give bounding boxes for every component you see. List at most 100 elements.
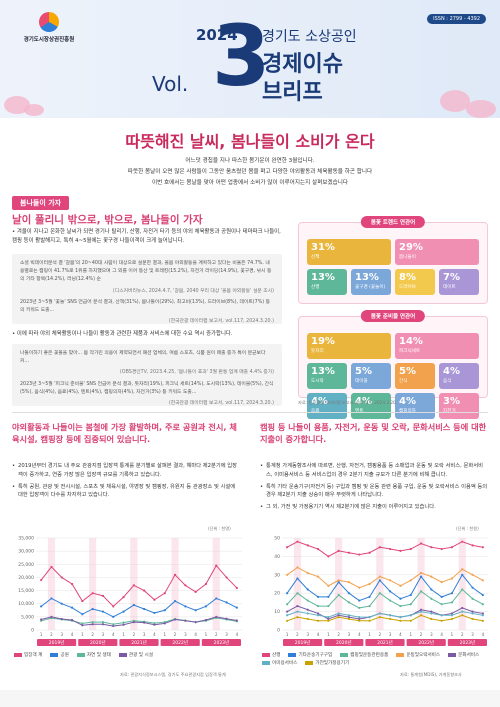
data-point [378,546,381,549]
data-point [450,617,454,621]
legend-swatch [288,652,297,657]
data-point [286,610,289,613]
data-point [430,546,433,549]
series-line [286,573,484,602]
year-label: 2019년 [49,639,65,646]
keyword-tile: 4%텐트 [351,393,391,419]
legend-item: 공원 [50,652,69,658]
visitors-chart: 0 5,000 10,000 15,000 20,000 25,000 30,000 35,0… [18,536,242,646]
data-point [132,621,135,624]
legend-item: 문화서비스 [448,652,479,658]
data-point [173,599,177,603]
data-point [204,618,208,622]
data-point [430,612,433,615]
data-point [306,608,309,611]
quote-source: (디스커버리뉴스, 2024.4.7, '갈봄, 2040 우리 대상 '올봄 … [112,288,274,294]
x-tick-label: 4 [317,632,320,637]
x-tick-label: 4 [236,632,239,637]
data-point [215,615,218,618]
x-tick-label: 2 [133,632,136,637]
year-band [160,639,200,646]
data-point [316,575,320,578]
section-paragraph: • 이에 따라 야외 체육활동이나 나들이 활동과 관련한 제품과 서비스에 대… [12,331,233,337]
y-tick-label: 25,000 [18,562,34,568]
data-point [471,617,474,621]
keyword-label: 산행 [311,285,320,290]
x-tick-label: 1 [122,632,125,637]
legend-label: 입장객 계 [24,653,43,658]
legend-swatch [50,652,59,657]
data-point [81,622,84,625]
x-tick-label: 3 [389,632,392,637]
data-point [450,612,454,615]
x-tick-label: 4 [194,632,197,637]
keyword-tile: 5% 간식 [395,363,435,389]
keyword-tile: 29% 봄나들이 [395,239,479,265]
data-point [306,612,309,615]
keyword-tile: 4% 음식 [439,363,479,389]
section-tag: 봄나들이 가자 [12,196,70,210]
x-tick-label: 1 [409,632,412,637]
year-label: 2022년 [418,639,434,646]
data-point [316,612,320,615]
data-point [337,593,340,597]
data-point [327,619,330,622]
bullet-item: 그 외, 가전 및 가정용기기 역시 제2분기에 많은 지출이 이루어지고 있습… [260,503,488,512]
y-tick-label: 20,000 [18,575,34,581]
data-point [316,619,320,622]
legend-label: 이미용서비스 [272,661,298,666]
data-point [481,619,484,622]
legend-label: 기타운송기구구입 [298,653,333,658]
keyword-label: 돗자리 [311,349,324,354]
data-point [450,601,454,604]
data-point [50,565,53,569]
data-point [450,546,454,549]
keyword-tile: 13% 산행 [307,269,347,295]
data-point [101,621,105,624]
data-point [316,604,320,608]
legend-label: 산행 [272,653,281,658]
data-point [40,578,43,582]
data-point [440,581,443,584]
data-point [368,595,371,598]
series-line [40,564,238,608]
blossom-decoration [4,96,30,114]
data-point [296,616,299,619]
data-point [389,599,392,602]
data-point [419,575,423,578]
bullet-item: 2019년부터 경기도 내 주요 관광지점 입장객 통계를 분기별로 살펴본 결… [12,462,240,480]
data-point [358,619,361,622]
data-point [215,564,218,567]
x-tick-label: 2 [50,632,53,637]
data-point [347,551,351,554]
issn-badge: ISSN : 2799 - 4392 [427,14,486,24]
data-point [378,612,381,615]
data-point [101,623,105,626]
keyword-tile: 8% 드라이브 [395,269,435,295]
x-tick-label: 4 [71,632,74,637]
data-point [143,589,146,592]
keyword-label: 텐트 [355,408,387,414]
x-tick-label: 2 [420,632,423,637]
data-point [91,621,94,624]
keyword-percent: 31% [311,242,335,253]
data-point [409,614,412,617]
data-point [153,611,156,615]
data-point [450,592,454,595]
quote-source: (한국관광 데이터랩 보고서, vol.117, 2024.3.20.) [168,319,274,325]
y-tick-label: 50 [274,536,280,542]
q2-highlight-bar [130,538,138,630]
data-point [368,582,371,586]
x-tick-label: 2 [296,632,299,637]
title-line-2: 경제이슈 [262,52,343,77]
legend-item: 가전및가정용기기 [305,660,349,666]
q2-highlight-bar [458,538,466,630]
keyword-percent: 4% [311,396,328,407]
data-point [440,595,443,598]
legend-swatch [305,660,314,665]
data-point [419,614,423,617]
supplies-keyword-title: 봄꽃 준비물 연관어 [360,310,426,322]
keyword-label: 테이블 [355,379,368,384]
x-tick-label: 4 [399,632,402,637]
